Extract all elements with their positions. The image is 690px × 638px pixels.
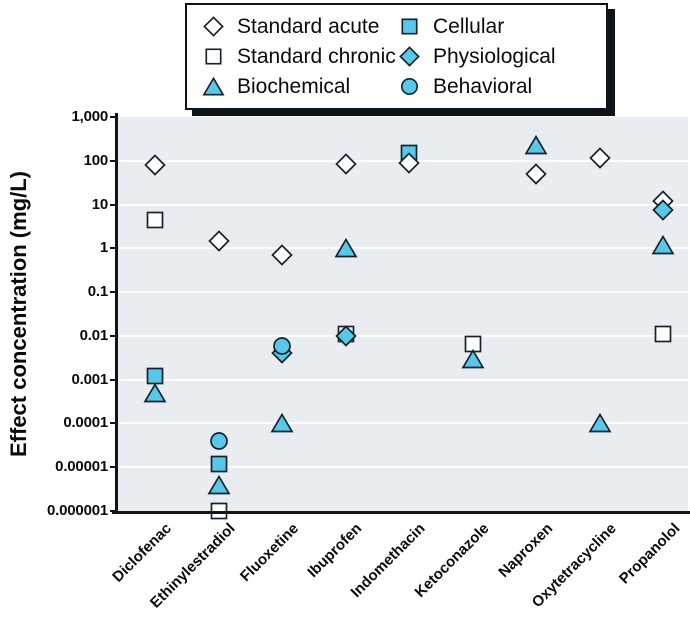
square-open-legend-icon — [205, 48, 222, 65]
y-tick-mark — [110, 116, 115, 118]
legend: Standard acute Standard chronic Biochemica… — [185, 3, 608, 110]
y-tick-mark — [110, 334, 115, 337]
triangle-filled-marker-icon — [524, 134, 548, 155]
data-point — [333, 235, 359, 261]
triangle-filled-marker-icon — [207, 474, 230, 494]
grid-line — [118, 334, 688, 337]
legend-label: Cellular — [433, 14, 505, 38]
legend-item: Standard chronic — [201, 41, 397, 71]
triangle-filled-marker-icon — [588, 413, 611, 433]
y-tick-mark — [110, 510, 115, 512]
legend-label: Biochemical — [237, 75, 351, 99]
circle-filled-marker-icon — [209, 432, 228, 450]
data-point — [269, 410, 295, 436]
y-tick-mark — [110, 378, 115, 381]
data-point — [206, 228, 232, 254]
data-point — [206, 428, 232, 454]
data-point — [142, 207, 168, 233]
data-point — [142, 380, 168, 406]
triangle-filled-marker-icon — [270, 413, 294, 433]
legend-label: Standard acute — [237, 14, 380, 38]
diamond-open-marker-icon — [398, 152, 420, 174]
diamond-open-marker-icon — [525, 163, 547, 185]
data-point — [587, 410, 613, 436]
legend-item: Cellular — [397, 11, 602, 41]
y-tick-label: 0.000001 — [47, 502, 108, 519]
triangle-filled-marker-icon — [461, 348, 484, 369]
data-point — [269, 242, 295, 268]
diamond-filled-legend-icon — [399, 46, 420, 67]
data-point — [206, 451, 232, 477]
diamond-open-marker-icon — [271, 244, 293, 266]
grid-line — [118, 466, 688, 469]
circle-filled-legend-icon — [400, 78, 419, 96]
x-axis-line — [112, 511, 690, 514]
data-point — [206, 472, 232, 498]
y-tick-mark — [110, 291, 115, 294]
diamond-open-marker-icon — [207, 229, 230, 252]
diamond-filled-marker-icon — [652, 199, 674, 221]
y-tick-label: 1,000 — [71, 108, 108, 125]
data-point — [142, 152, 168, 178]
diamond-open-legend-icon — [203, 15, 224, 37]
legend-item: Biochemical — [201, 72, 397, 102]
y-tick-label: 0.001 — [71, 370, 108, 388]
square-open-marker-icon — [146, 211, 164, 229]
y-tick-label: 0.00001 — [55, 458, 108, 476]
data-point — [650, 321, 676, 347]
data-point — [269, 333, 295, 359]
grid-line — [118, 422, 688, 425]
legend-item: Physiological — [397, 41, 602, 71]
legend-label: Standard chronic — [237, 44, 396, 68]
circle-filled-marker-icon — [273, 336, 291, 355]
y-tick-label: 0.01 — [79, 326, 109, 344]
diamond-open-marker-icon — [334, 153, 357, 175]
grid-line — [118, 291, 688, 294]
diamond-open-marker-icon — [588, 147, 611, 169]
y-tick-label: 10 — [91, 195, 108, 213]
y-tick-mark — [110, 466, 115, 469]
y-tick-mark — [110, 159, 115, 162]
data-point — [587, 145, 613, 171]
triangle-filled-legend-icon — [202, 77, 225, 96]
grid-line — [118, 247, 688, 250]
data-point — [650, 197, 676, 223]
y-tick-mark — [110, 422, 115, 425]
grid-line — [118, 203, 688, 206]
y-tick-mark — [110, 247, 115, 250]
y-tick-mark — [110, 203, 115, 206]
legend-item: Standard acute — [201, 11, 397, 41]
square-open-marker-icon — [654, 325, 672, 343]
legend-item: Behavioral — [397, 72, 602, 102]
data-point — [650, 232, 676, 258]
triangle-filled-marker-icon — [334, 238, 357, 258]
data-point — [333, 151, 359, 177]
legend-label: Physiological — [433, 44, 556, 68]
data-point — [396, 150, 422, 176]
data-point — [523, 161, 549, 187]
y-tick-label: 0.1 — [87, 283, 108, 301]
data-point — [523, 132, 549, 158]
data-point — [333, 323, 359, 349]
diamond-open-marker-icon — [144, 154, 166, 176]
y-tick-label: 0.0001 — [63, 414, 108, 432]
y-tick-label: 1 — [99, 239, 108, 257]
y-axis-title: Effect concentration (mg/L) — [6, 171, 31, 458]
triangle-filled-marker-icon — [143, 382, 167, 403]
y-tick-label: 100 — [83, 151, 109, 169]
grid-line — [118, 378, 688, 381]
plot-area — [118, 117, 688, 520]
y-axis-line — [115, 113, 118, 514]
diamond-filled-marker-icon — [334, 325, 357, 347]
triangle-filled-marker-icon — [651, 234, 675, 255]
square-filled-legend-icon — [401, 18, 418, 35]
legend-label: Behavioral — [433, 75, 533, 99]
data-point — [460, 346, 486, 372]
square-filled-marker-icon — [210, 455, 227, 473]
